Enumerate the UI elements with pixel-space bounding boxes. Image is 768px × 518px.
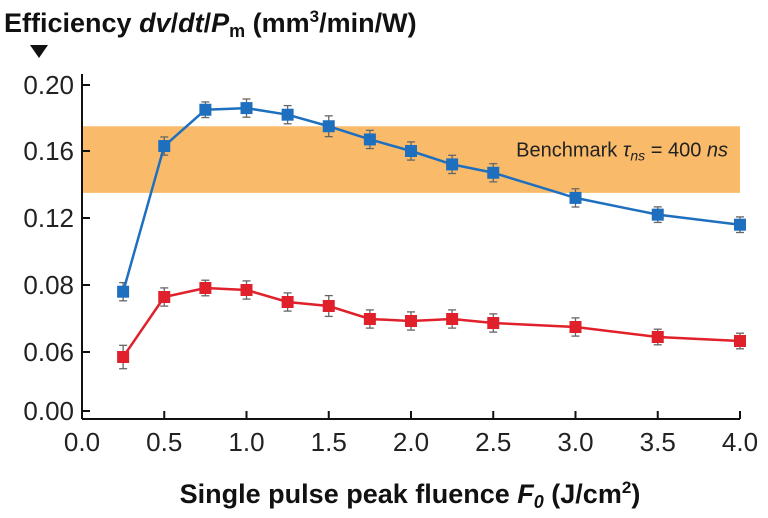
x-tick-label: 2.0 [393,427,429,457]
x-tick-label: 0.0 [64,427,100,457]
red-data-point [405,315,417,327]
red-data-point [569,321,582,333]
y-tick-label: 0.00 [23,396,74,426]
blue-data-point [322,120,335,133]
x-ticks: 0.0 0.5 1.0 1.5 2.0 2.5 3.0 3.5 4.0 [64,411,758,457]
red-data-point [240,284,253,296]
x-tick-label: 3.0 [557,427,593,457]
blue-data-point [363,133,376,146]
red-series-line [122,286,741,358]
blue-data-point [405,145,417,157]
y-tick-label: 0.20 [23,70,74,100]
red-data-point [158,291,171,303]
axis-marker-triangle [30,45,48,58]
blue-data-point [487,166,500,179]
x-tick-label: 4.0 [722,427,758,457]
benchmark-label: Benchmark τns = 400 ns [516,140,728,164]
x-tick-label: 3.5 [640,427,676,457]
red-data-point [487,317,500,329]
y-ticks: 0.00 0.06 0.08 0.12 0.16 0.20 [23,70,90,426]
x-tick-label: 1.0 [228,427,264,457]
x-tick-label: 1.5 [311,427,347,457]
blue-data-point [117,285,130,298]
blue-data-point [734,218,746,231]
x-tick-label: 2.5 [475,427,511,457]
y-axis-label: Efficiency dv/dt/Pm (mm3/min/W) [4,7,417,41]
blue-data-point [446,158,459,171]
x-axis-label: Single pulse peak fluence F0 (J/cm2) [180,478,641,512]
red-data-point [363,313,376,325]
red-data-point [322,300,335,312]
series-layer [117,98,746,370]
y-tick-label: 0.08 [23,270,74,300]
blue-data-point [240,102,253,115]
x-tick-label: 0.5 [146,427,182,457]
blue-data-point [158,140,171,153]
y-tick-label: 0.06 [23,337,74,367]
blue-series [117,98,746,302]
red-data-point [199,282,212,294]
blue-data-point [199,103,212,116]
red-data-point [651,331,664,343]
red-series [117,279,746,370]
y-tick-label: 0.16 [23,136,74,166]
blue-data-point [569,191,582,204]
red-data-point [734,335,746,347]
y-tick-label: 0.12 [23,203,74,233]
blue-data-point [651,208,664,221]
red-data-point [117,351,130,363]
blue-data-point [281,108,294,121]
red-data-point [281,296,294,308]
red-data-point [446,313,459,325]
